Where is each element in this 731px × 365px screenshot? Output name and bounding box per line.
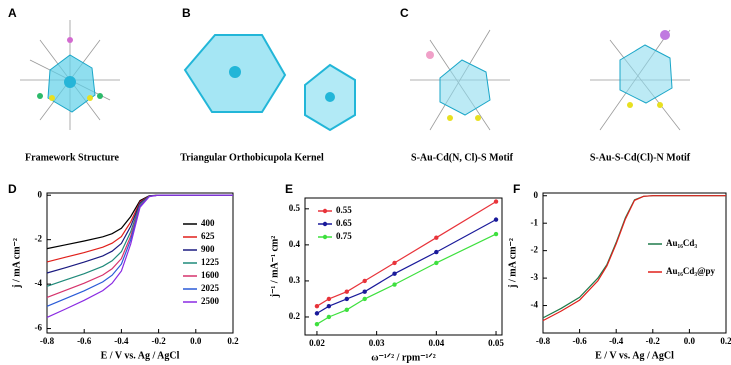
y-tick-label: -3 [531,272,539,282]
y-tick-label: 0.3 [289,275,301,285]
x-tick-label: -0.4 [609,336,624,346]
point [344,296,349,302]
legend-label: Au₁₆Cd₃@py [666,266,715,276]
y-axis-label: j / mA cm⁻² [507,238,518,289]
legend-label: Au₁₆Cd₃ [666,238,697,248]
x-tick-label: -0.8 [536,336,551,346]
point [344,289,349,294]
x-axis-label: E / V vs. Ag / AgCl [101,350,180,361]
series-line [542,195,726,322]
point [493,231,499,237]
point [326,314,332,320]
legend-label: 1225 [201,257,220,267]
legend-label: 625 [201,231,215,241]
x-tick-label: 0.05 [488,338,504,348]
legend-marker [322,208,328,214]
legend-label: 0.55 [336,205,352,215]
point [493,217,499,222]
x-tick-label: 0.03 [369,338,385,348]
point [434,249,439,255]
caption: Framework Structure [25,152,120,163]
point [314,311,320,316]
x-tick-label: -0.2 [646,336,661,346]
x-tick-label: -0.8 [40,336,55,346]
point [392,282,397,287]
y-tick-label: 0.2 [289,311,301,321]
y-axis-label: j / mA cm⁻² [11,238,22,289]
y-tick-label: -2 [531,245,539,255]
x-tick-label: 0.0 [190,336,202,346]
y-axis-label: j⁻¹ / mA⁻¹ cm² [269,236,280,298]
legend-label: 0.75 [336,231,352,241]
legend-label: 0.65 [336,218,352,228]
plot-frame [46,192,234,334]
legend-label: 900 [201,244,215,254]
x-tick-label: 0.02 [309,338,325,348]
x-axis-label: E / V vs. Ag / AgCl [595,350,674,361]
y-tick-label: -4 [35,278,43,288]
molecule-b [183,34,356,132]
y-tick-label: 0.5 [289,203,301,213]
point [392,271,397,276]
x-tick-label: 0.0 [684,336,696,346]
x-tick-label: -0.6 [77,336,92,346]
series-line [316,233,497,325]
panel-letter: A [8,6,17,20]
plot-frame [542,192,727,334]
x-tick-label: -0.4 [114,336,129,346]
point [362,289,367,294]
point [362,296,367,302]
point [314,321,320,327]
point [314,303,320,309]
x-tick-label: 0.2 [720,336,731,346]
plot-frame [304,197,503,336]
point [493,199,499,204]
panel-letter: F [513,182,520,196]
x-tick-label: -0.6 [572,336,587,346]
caption: S-Au-Cd(N, Cl)-S Motif [411,152,514,163]
panel-letter: E [285,182,293,196]
point [392,260,397,266]
legend-label: 2500 [201,296,220,306]
panel-letter: D [8,182,17,196]
point [362,278,367,284]
y-tick-label: -6 [35,323,43,333]
molecule-c [410,29,690,131]
y-tick-label: 0.4 [289,239,301,249]
panel-letter: C [400,6,409,20]
x-tick-label: 0.2 [227,336,239,346]
y-tick-label: -1 [531,217,539,227]
point [326,303,332,309]
legend-marker [322,234,328,240]
panel-letter: B [182,6,191,20]
series-line [542,195,726,319]
y-tick-label: -4 [531,300,539,310]
legend-label: 1600 [201,270,220,280]
series-line [46,194,233,318]
x-tick-label: 0.04 [428,338,444,348]
point [434,235,439,240]
x-axis-label: ω⁻¹ᐟ² / rpm⁻¹ᐟ² [371,352,435,363]
y-tick-label: -2 [35,234,43,244]
point [434,260,439,266]
legend-label: 400 [201,218,215,228]
x-tick-label: -0.2 [151,336,166,346]
caption: Triangular Orthobicupola Kernel [180,152,324,163]
legend-marker [322,221,328,227]
point [326,296,332,302]
caption: S-Au-S-Cd(Cl)-N Motif [590,152,691,163]
legend-label: 2025 [201,283,220,293]
point [344,307,349,312]
molecule-a [20,20,120,130]
y-tick-label: 0 [38,189,43,199]
y-tick-label: 0 [534,190,539,200]
